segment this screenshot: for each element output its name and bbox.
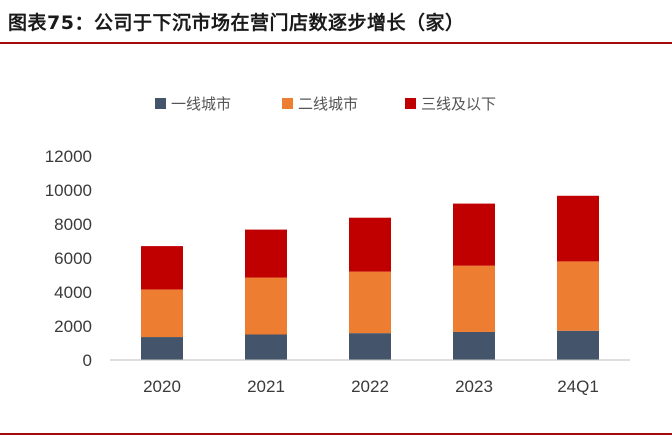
bars: [141, 195, 599, 360]
figure-title: 图表75：公司于下沉市场在营门店数逐步增长（家）: [8, 12, 465, 34]
legend-swatch-3: [405, 98, 416, 109]
y-axis: 0 2000 4000 6000 8000 10000 12000: [45, 147, 92, 370]
x-tick-label-2020: 2020: [143, 377, 181, 396]
x-tick-label-2022: 2022: [351, 377, 389, 396]
bottom-divider: [0, 433, 672, 435]
bar-2021-series-3: [245, 229, 287, 278]
y-tick-label-8000: 8000: [54, 215, 92, 234]
bar-2022-series-2: [349, 271, 391, 334]
legend-label-2: 二线城市: [298, 95, 358, 113]
y-tick-label-2000: 2000: [54, 317, 92, 336]
bar-2023-series-3: [453, 203, 495, 266]
y-tick-label-12000: 12000: [45, 147, 92, 166]
x-tick-label-2021: 2021: [247, 377, 285, 396]
bar-2020-series-1: [141, 337, 183, 360]
bar-24Q1-series-1: [557, 330, 599, 360]
bar-2023-series-1: [453, 331, 495, 360]
legend-swatch-1: [155, 98, 166, 109]
bar-2020-series-3: [141, 246, 183, 290]
bar-2022-series-1: [349, 333, 391, 360]
y-tick-label-6000: 6000: [54, 249, 92, 268]
bar-2022-series-3: [349, 217, 391, 272]
bar-2023-series-2: [453, 265, 495, 332]
bar-2020-series-2: [141, 289, 183, 338]
bar-24Q1-series-2: [557, 261, 599, 331]
legend-swatch-2: [282, 98, 293, 109]
chart-legend: 一线城市 二线城市 三线及以下: [155, 95, 496, 113]
x-tick-label-24Q1: 24Q1: [557, 377, 599, 396]
legend-label-1: 一线城市: [171, 95, 231, 113]
bar-2021-series-2: [245, 277, 287, 335]
y-tick-label-0: 0: [83, 351, 92, 370]
bar-2021-series-1: [245, 334, 287, 360]
x-tick-label-2023: 2023: [455, 377, 493, 396]
title-divider: [0, 42, 672, 44]
bar-24Q1-series-3: [557, 195, 599, 262]
legend-label-3: 三线及以下: [421, 95, 496, 113]
y-tick-label-4000: 4000: [54, 283, 92, 302]
x-axis: 2020 2021 2022 2023 24Q1: [110, 359, 630, 396]
y-tick-label-10000: 10000: [45, 181, 92, 200]
